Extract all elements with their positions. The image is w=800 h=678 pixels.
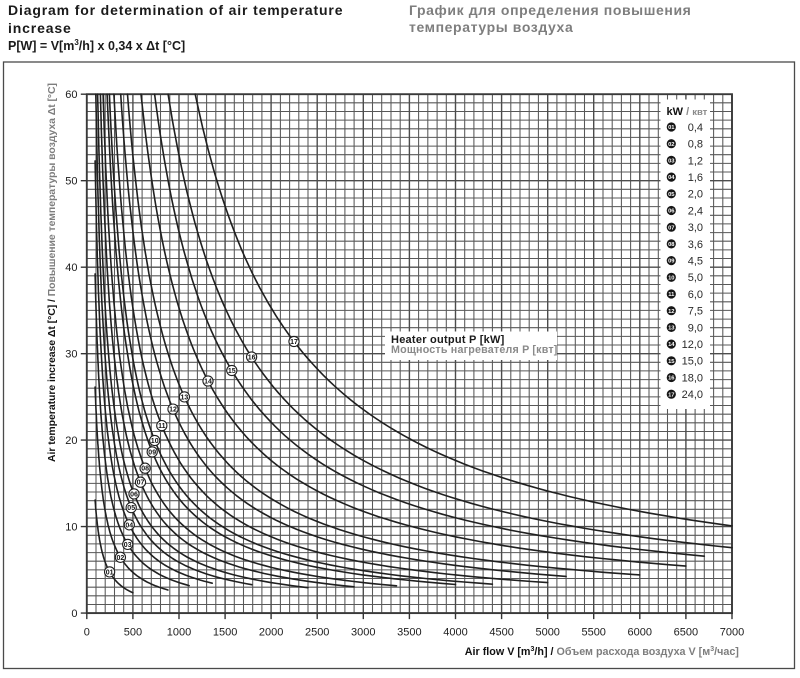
svg-text:04: 04 (668, 175, 675, 181)
svg-text:17: 17 (290, 339, 298, 346)
svg-text:0,8: 0,8 (688, 139, 703, 151)
svg-text:14: 14 (204, 379, 212, 386)
svg-text:20: 20 (65, 435, 77, 447)
svg-text:16: 16 (668, 376, 675, 382)
svg-text:4,5: 4,5 (688, 256, 703, 268)
svg-text:7,5: 7,5 (688, 306, 703, 318)
svg-text:03: 03 (668, 159, 675, 165)
svg-text:4500: 4500 (489, 627, 513, 639)
svg-text:03: 03 (124, 542, 132, 549)
svg-text:13: 13 (181, 394, 189, 401)
svg-text:1,2: 1,2 (688, 155, 703, 167)
svg-text:4000: 4000 (443, 627, 467, 639)
svg-text:2500: 2500 (305, 627, 329, 639)
svg-text:Air temperature increase Δt [°: Air temperature increase Δt [°C] / Повыш… (46, 83, 58, 462)
svg-text:3,0: 3,0 (688, 222, 703, 234)
svg-text:15: 15 (228, 368, 236, 375)
svg-text:07: 07 (668, 225, 674, 231)
svg-text:06: 06 (130, 491, 138, 498)
svg-text:40: 40 (65, 262, 77, 274)
svg-text:3000: 3000 (351, 627, 375, 639)
svg-text:12,0: 12,0 (682, 339, 703, 351)
svg-text:07: 07 (137, 480, 145, 487)
svg-text:05: 05 (127, 505, 135, 512)
svg-text:11: 11 (158, 423, 166, 430)
svg-text:13: 13 (668, 326, 675, 332)
svg-text:0: 0 (84, 627, 90, 639)
svg-text:1000: 1000 (167, 627, 191, 639)
svg-text:17: 17 (668, 392, 674, 398)
svg-text:02: 02 (117, 555, 125, 562)
svg-text:6,0: 6,0 (688, 289, 703, 301)
svg-text:09: 09 (668, 259, 675, 265)
svg-text:15: 15 (668, 359, 675, 365)
svg-text:Мощность нагревателя P [квт]: Мощность нагревателя P [квт] (391, 344, 558, 356)
svg-text:10: 10 (668, 275, 674, 281)
svg-text:0,4: 0,4 (688, 122, 703, 134)
svg-text:Heater output P [kW]: Heater output P [kW] (391, 334, 505, 346)
svg-text:08: 08 (668, 242, 675, 248)
svg-text:04: 04 (125, 522, 133, 529)
svg-text:02: 02 (668, 142, 674, 148)
svg-text:Air flow V [m3/h] / Объем расх: Air flow V [m3/h] / Объем расхода воздух… (465, 646, 739, 658)
svg-text:9,0: 9,0 (688, 322, 703, 334)
svg-text:2000: 2000 (259, 627, 283, 639)
svg-text:1500: 1500 (213, 627, 237, 639)
svg-text:6000: 6000 (628, 627, 652, 639)
svg-text:12: 12 (668, 309, 674, 315)
svg-text:01: 01 (668, 125, 675, 131)
svg-text:5000: 5000 (535, 627, 559, 639)
svg-text:12: 12 (169, 407, 177, 414)
svg-text:18,0: 18,0 (682, 372, 703, 384)
svg-text:60: 60 (65, 89, 77, 101)
svg-text:kW / квт: kW / квт (667, 106, 708, 118)
svg-text:05: 05 (668, 192, 675, 198)
svg-text:500: 500 (124, 627, 142, 639)
svg-text:30: 30 (65, 349, 77, 361)
svg-text:14: 14 (668, 342, 675, 348)
svg-text:50: 50 (65, 176, 77, 188)
svg-text:10: 10 (151, 438, 159, 445)
svg-text:3,6: 3,6 (688, 239, 703, 251)
svg-text:6500: 6500 (674, 627, 698, 639)
svg-text:09: 09 (148, 449, 156, 456)
svg-text:2,0: 2,0 (688, 189, 703, 201)
svg-text:10: 10 (65, 522, 77, 534)
svg-text:3500: 3500 (397, 627, 421, 639)
svg-text:7000: 7000 (720, 627, 744, 639)
svg-text:01: 01 (106, 569, 114, 576)
svg-text:08: 08 (141, 466, 149, 473)
svg-text:15,0: 15,0 (682, 356, 703, 368)
svg-text:06: 06 (668, 209, 675, 215)
svg-text:1,6: 1,6 (688, 172, 703, 184)
svg-text:16: 16 (248, 355, 256, 362)
svg-text:5,0: 5,0 (688, 272, 703, 284)
svg-text:24,0: 24,0 (682, 389, 703, 401)
svg-text:5500: 5500 (581, 627, 605, 639)
svg-text:2,4: 2,4 (688, 205, 703, 217)
svg-text:0: 0 (71, 608, 77, 620)
svg-text:11: 11 (668, 292, 675, 298)
